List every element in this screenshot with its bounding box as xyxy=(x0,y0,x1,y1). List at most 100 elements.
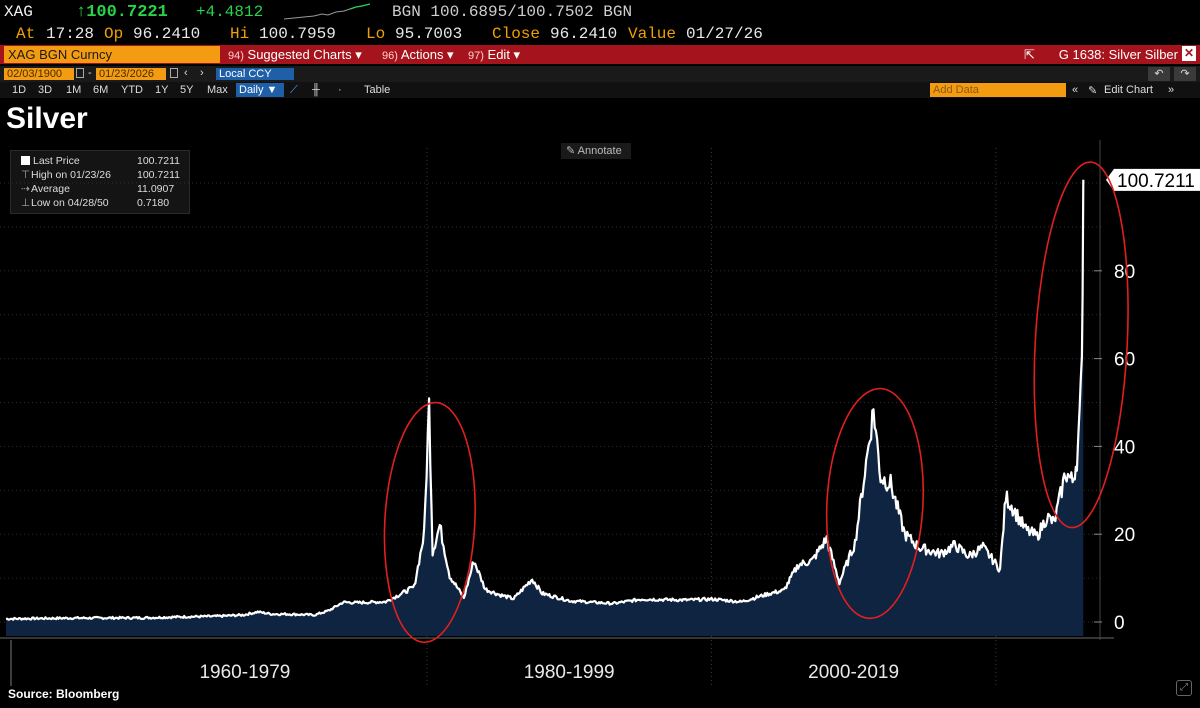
price-line xyxy=(5,179,1085,621)
legend-row-high: ⊤High on 01/23/26 xyxy=(21,169,111,181)
currency-select[interactable]: Local CCY xyxy=(216,68,294,80)
add-data-field[interactable]: Add Data xyxy=(930,83,1066,97)
back-arrow-icon[interactable]: ‹ xyxy=(184,67,188,79)
legend-label: High on 01/23/26 xyxy=(31,169,111,181)
quote-line: XAG ↑100.7221 +4.4812 BGN 100.6895/100.7… xyxy=(0,0,1200,24)
forward-arrow-icon[interactable]: › xyxy=(200,67,204,79)
command-bar: XAG BGN Curncy 94) Suggested Charts ▾ 96… xyxy=(0,45,1200,64)
graph-title: G 1638: Silver Silber xyxy=(1058,47,1178,62)
line-chart-icon[interactable]: ⟋ xyxy=(290,84,298,96)
currency-label: Local CCY xyxy=(219,68,272,80)
expand-icon[interactable]: » xyxy=(1168,84,1175,96)
at-value: 17:28 xyxy=(46,25,95,43)
low-value: 95.7003 xyxy=(395,25,463,43)
bid-ask-quote: BGN 100.6895/100.7502 BGN xyxy=(392,3,633,21)
price-area xyxy=(6,179,1084,637)
menu-number: 94) xyxy=(228,50,244,62)
period-3d[interactable]: 3D xyxy=(38,84,53,96)
last-value-label: 100.7211 xyxy=(1117,171,1195,192)
high-value: 100.7959 xyxy=(259,25,336,43)
edit-menu[interactable]: 97) Edit ▾ xyxy=(468,47,520,63)
chart-title: Silver xyxy=(6,102,88,135)
menu-label: Actions ▾ xyxy=(400,47,454,62)
value-date: 01/27/26 xyxy=(686,25,763,43)
sparkline xyxy=(284,3,370,20)
open-value: 96.2410 xyxy=(133,25,201,43)
suggested-charts-menu[interactable]: 94) Suggested Charts ▾ xyxy=(228,47,362,63)
edit-chart-button[interactable]: Edit Chart xyxy=(1104,84,1153,96)
date-range-bar: 02/03/1900 - 01/23/2026 ‹ › Local CCY ↶ … xyxy=(0,66,1200,82)
period-5y[interactable]: 5Y xyxy=(180,84,194,96)
high-label: Hi xyxy=(230,25,250,43)
edit-icon[interactable]: ✎ xyxy=(1088,85,1098,97)
chart-legend: Last Price 100.7211 ⊤High on 01/23/26 10… xyxy=(10,150,190,214)
pencil-icon: ✎ xyxy=(566,145,576,157)
open-label: Op xyxy=(104,25,124,43)
low-label: Lo xyxy=(366,25,386,43)
period-max[interactable]: Max xyxy=(207,84,228,96)
x-period-label: 1980-1999 xyxy=(524,662,615,683)
redo-icon[interactable]: ↷ xyxy=(1174,67,1196,81)
legend-label: Average xyxy=(31,183,70,195)
menu-label: Edit ▾ xyxy=(487,47,521,62)
menu-label: Suggested Charts ▾ xyxy=(247,47,362,62)
annotate-button[interactable]: ✎ Annotate xyxy=(561,143,631,159)
x-period-label: 2000-2019 xyxy=(808,662,899,683)
highlight-circle xyxy=(825,387,925,620)
legend-row-last-price: Last Price xyxy=(21,155,80,167)
legend-value: 11.0907 xyxy=(137,183,175,195)
price-chart[interactable]: 0 20 40 60 80 100.7211 1960-1979 1980-1999 2000-… xyxy=(0,98,1200,686)
close-value: 96.2410 xyxy=(550,25,618,43)
high-marker-icon: ⊤ xyxy=(21,169,31,181)
legend-label: Last Price xyxy=(33,155,80,167)
last-price: ↑100.7221 xyxy=(76,3,168,22)
legend-value: 100.7211 xyxy=(137,155,181,167)
quote-details: At 17:28 Op 96.2410 Hi 100.7959 Lo 95.70… xyxy=(0,24,1200,44)
period-1y[interactable]: 1Y xyxy=(155,84,169,96)
range-dash: - xyxy=(88,67,92,79)
bar-chart-icon[interactable]: ╫ xyxy=(312,84,320,96)
period-6m[interactable]: 6M xyxy=(93,84,109,96)
table-button[interactable]: Table xyxy=(364,84,391,96)
y-tick-label: 0 xyxy=(1114,613,1125,634)
net-change: +4.4812 xyxy=(196,3,264,21)
average-marker-icon: ⇢ xyxy=(21,183,30,195)
legend-value: 0.7180 xyxy=(137,197,170,209)
y-tick-label: 80 xyxy=(1114,262,1135,283)
last-value-badge xyxy=(1106,168,1200,191)
legend-value: 100.7211 xyxy=(137,169,181,181)
security-field[interactable]: XAG BGN Curncy xyxy=(4,46,220,63)
source-note: Source: Bloomberg xyxy=(8,687,120,701)
value-label: Value xyxy=(628,25,677,43)
chart-toolbar: 1D 3D 1M 6M YTD 1Y 5Y Max Daily ▼ ⟋ ╫ · … xyxy=(0,82,1200,98)
more-dots-icon[interactable]: · xyxy=(338,84,342,96)
close-icon[interactable]: ✕ xyxy=(1182,46,1196,61)
end-date-field[interactable]: 01/23/2026 xyxy=(96,68,166,80)
legend-swatch xyxy=(21,156,30,165)
highlight-circle xyxy=(1033,161,1129,529)
share-icon[interactable]: ⤢ xyxy=(1176,680,1192,696)
y-tick-label: 60 xyxy=(1114,350,1135,371)
frequency-select[interactable]: Daily ▼ xyxy=(236,83,284,97)
calendar-icon[interactable] xyxy=(170,68,178,78)
actions-menu[interactable]: 96) Actions ▾ xyxy=(382,47,454,63)
y-tick-label: 40 xyxy=(1114,437,1135,458)
close-label: Close xyxy=(492,25,541,43)
period-1m[interactable]: 1M xyxy=(66,84,82,96)
ticker-symbol: XAG xyxy=(4,3,33,21)
legend-row-average: ⇢Average xyxy=(21,183,70,195)
period-1d[interactable]: 1D xyxy=(12,84,27,96)
collapse-icon[interactable]: « xyxy=(1072,84,1079,96)
highlight-circle xyxy=(383,401,476,644)
annotate-label: Annotate xyxy=(577,145,622,157)
period-ytd[interactable]: YTD xyxy=(121,84,143,96)
menu-number: 96) xyxy=(382,50,398,62)
at-label: At xyxy=(16,25,36,43)
undo-icon[interactable]: ↶ xyxy=(1148,67,1170,81)
calendar-icon[interactable] xyxy=(76,68,84,78)
external-link-icon[interactable]: ⇱ xyxy=(1024,47,1035,62)
start-date-field[interactable]: 02/03/1900 xyxy=(4,68,74,80)
low-marker-icon: ⊥ xyxy=(21,197,31,209)
legend-row-low: ⊥Low on 04/28/50 xyxy=(21,197,109,209)
y-tick-label: 20 xyxy=(1114,525,1135,546)
